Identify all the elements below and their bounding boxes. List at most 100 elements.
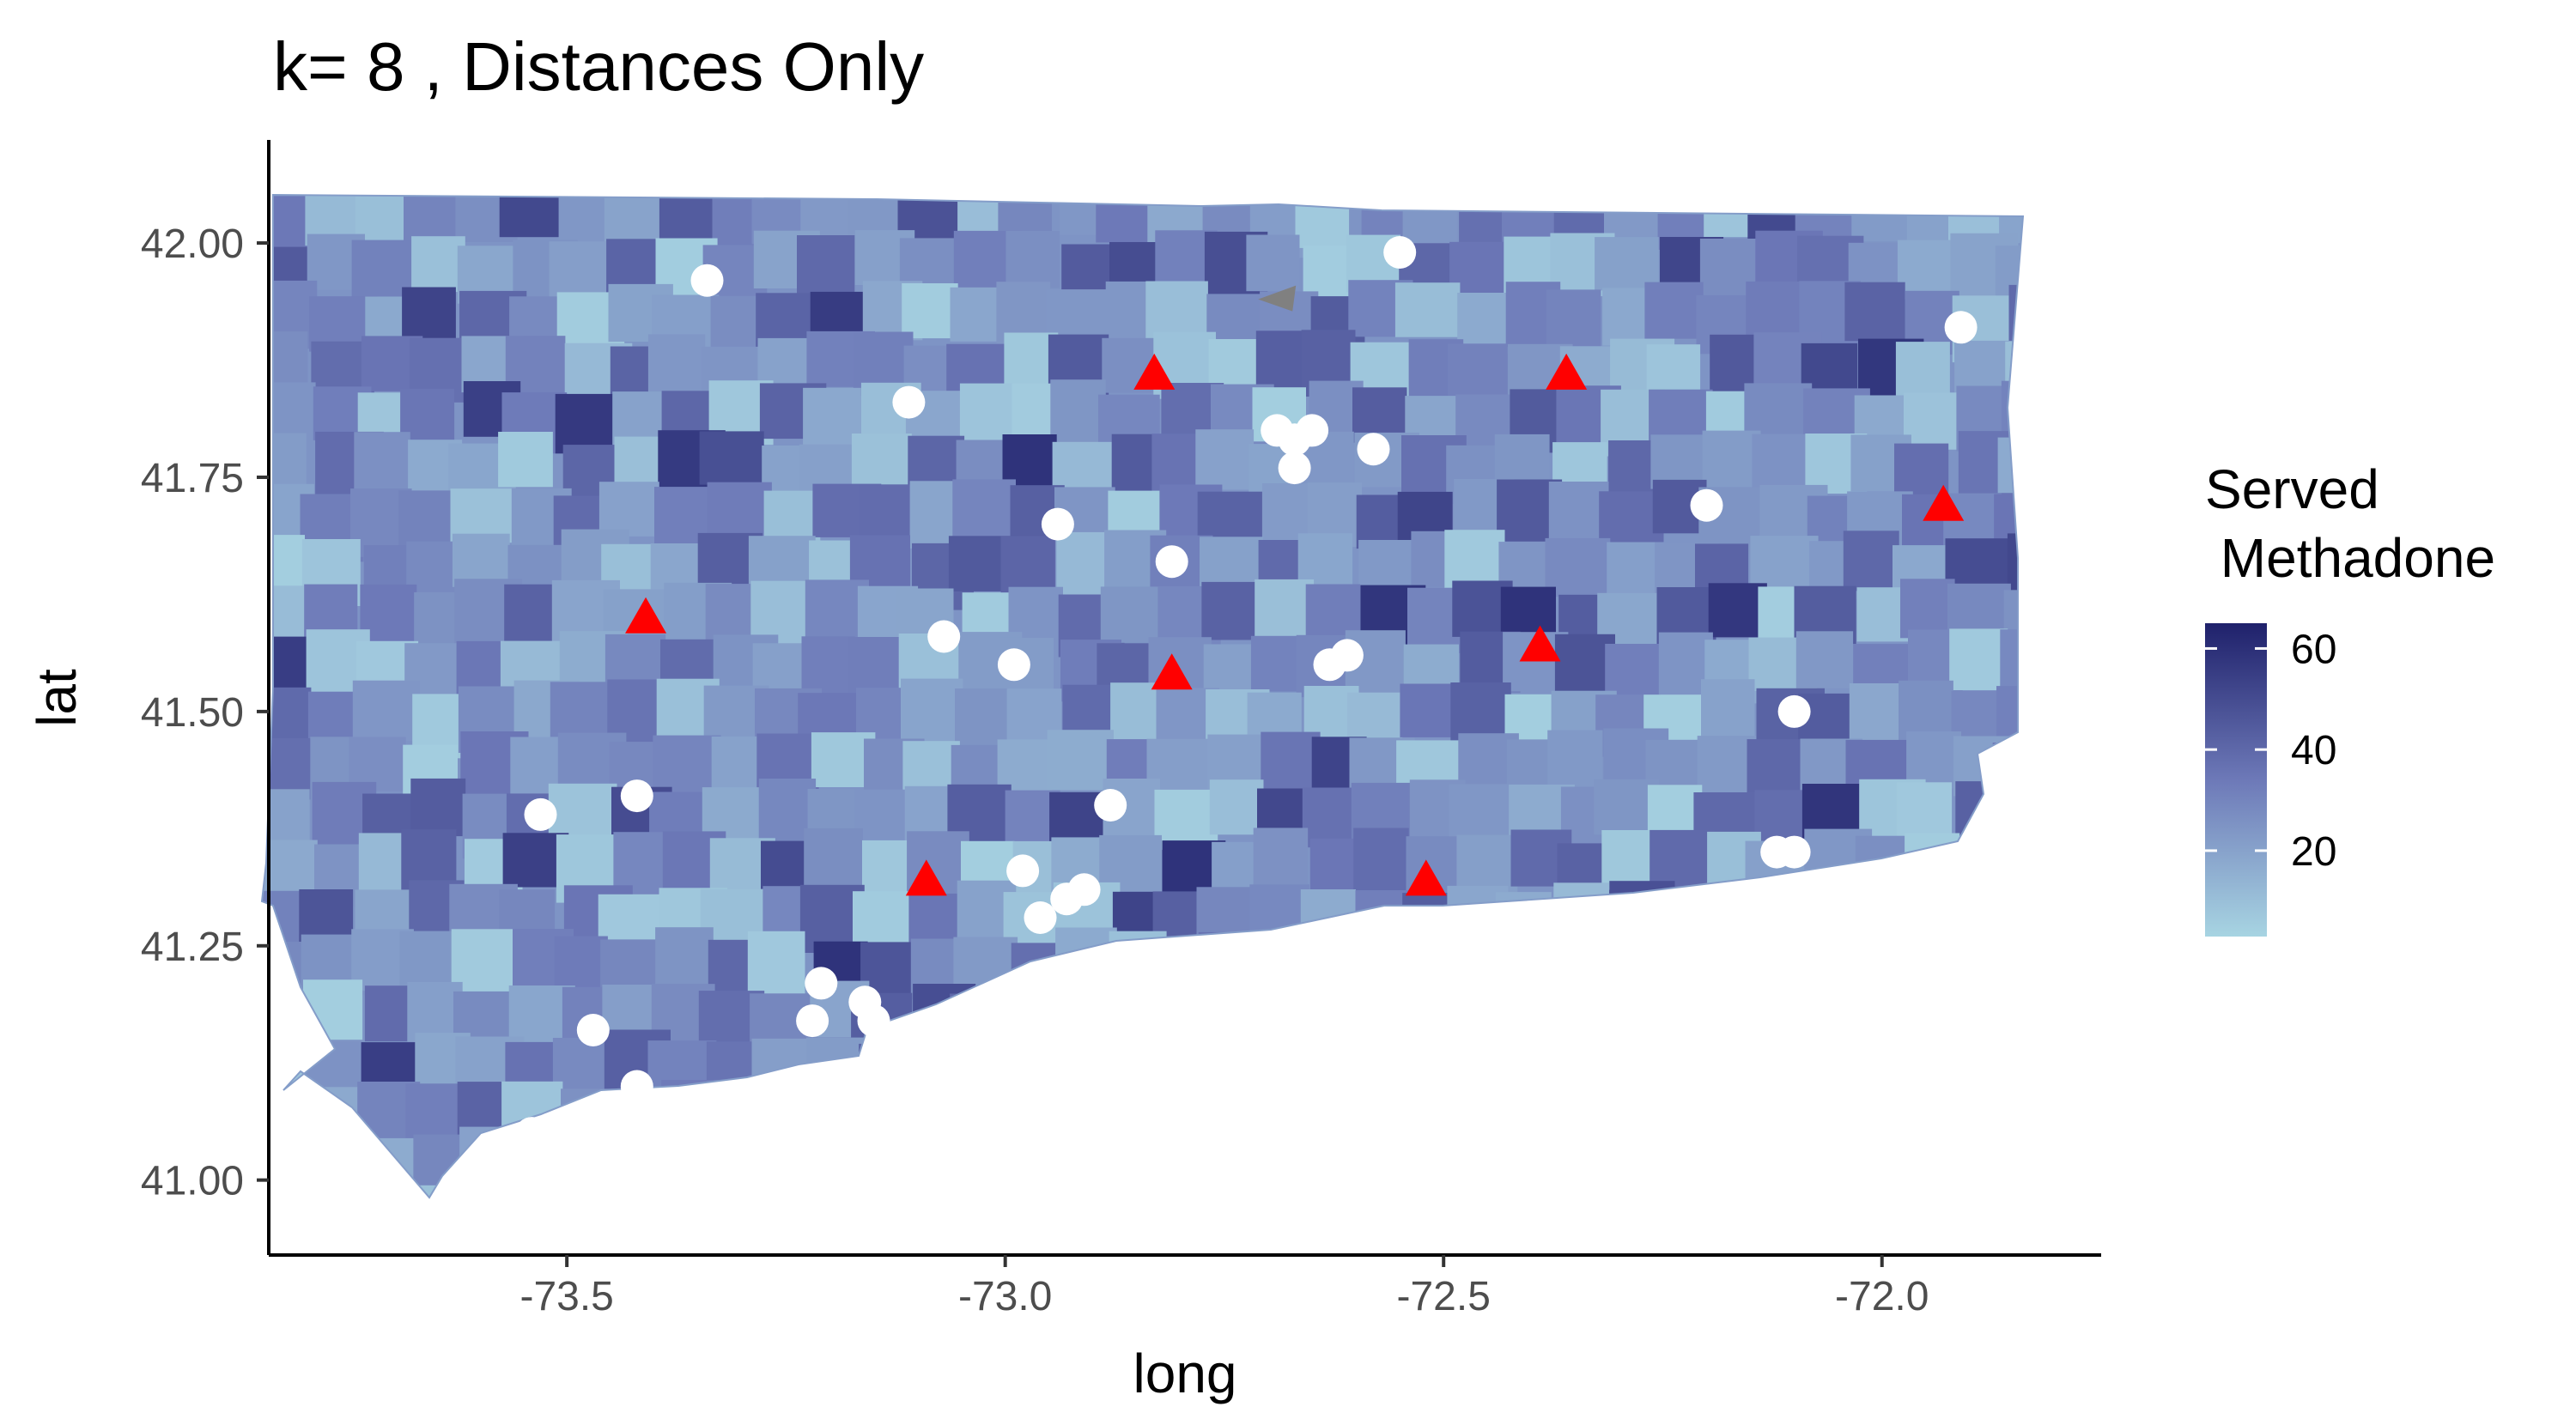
- town-region: [1097, 1083, 1156, 1143]
- town-region: [1548, 482, 1609, 547]
- town-region: [1149, 1077, 1213, 1134]
- legend-tick-label: 60: [2291, 627, 2336, 672]
- triangle-marker: [1923, 484, 1965, 521]
- town-region: [1302, 787, 1358, 848]
- town-region: [998, 1179, 1054, 1198]
- circle-marker: [997, 648, 1030, 682]
- town-region: [2008, 284, 2023, 343]
- town-region: [653, 735, 721, 797]
- town-region: [1995, 934, 2023, 993]
- town-region: [1157, 1128, 1222, 1189]
- circle-marker: [1006, 854, 1040, 888]
- town-region: [1552, 1131, 1619, 1197]
- town-region: [349, 1177, 408, 1198]
- town-region: [959, 1089, 1024, 1158]
- triangle-marker: [1133, 353, 1176, 390]
- town-region: [1609, 881, 1675, 945]
- town-region: [1055, 927, 1117, 985]
- town-region: [1546, 979, 1613, 1046]
- town-region: [1498, 937, 1564, 992]
- y-tick-label: 41.50: [141, 690, 244, 736]
- circle-marker: [1296, 414, 1329, 447]
- circle-marker: [805, 967, 838, 1000]
- town-region: [1453, 1038, 1515, 1104]
- town-region: [1160, 942, 1224, 1000]
- town-region: [1394, 988, 1456, 1053]
- town-region: [1705, 1080, 1771, 1137]
- circle-marker: [1041, 507, 1074, 541]
- town-region: [1897, 240, 1952, 300]
- town-region: [1801, 1179, 1865, 1198]
- town-region: [1151, 992, 1215, 1056]
- town-region: [1445, 987, 1507, 1048]
- town-region: [797, 235, 855, 303]
- town-region: [1459, 1191, 1522, 1198]
- town-region: [857, 1128, 919, 1185]
- circle-marker: [796, 1004, 829, 1038]
- town-region: [757, 1191, 821, 1198]
- town-region: [849, 1077, 911, 1145]
- town-region: [598, 482, 659, 537]
- town-region: [608, 1137, 665, 1198]
- town-region: [1795, 631, 1854, 688]
- town-region: [1646, 1179, 1708, 1198]
- town-region: [1154, 789, 1218, 850]
- circle-marker: [1278, 452, 1311, 485]
- town-region: [499, 195, 559, 238]
- town-region: [753, 1083, 811, 1144]
- town-region: [1295, 195, 1350, 248]
- circle-marker: [857, 1004, 890, 1038]
- town-region: [2000, 629, 2023, 693]
- town-region: [610, 1182, 677, 1198]
- legend-ticks: 20 40 60: [2205, 627, 2336, 875]
- town-region: [511, 1177, 568, 1198]
- town-region: [1743, 943, 1797, 1008]
- town-region: [1948, 1041, 2013, 1097]
- x-tick-label: -72.5: [1397, 1274, 1491, 1319]
- town-region: [1998, 877, 2023, 943]
- town-region: [1353, 828, 1409, 892]
- x-tick-label: -73.0: [958, 1274, 1052, 1319]
- town-region: [1797, 1088, 1856, 1155]
- town-region: [1057, 990, 1115, 1046]
- town-region: [561, 1088, 615, 1149]
- town-region: [1604, 1185, 1671, 1198]
- town-region: [763, 490, 821, 545]
- town-region: [1501, 1027, 1558, 1082]
- town-region: [353, 1137, 422, 1192]
- town-region: [1955, 781, 2014, 841]
- triangle-marker: [1151, 653, 1193, 690]
- town-region: [661, 1080, 720, 1146]
- town-region: [1952, 1131, 2007, 1185]
- town-region: [953, 937, 1018, 992]
- town-region: [1059, 1034, 1127, 1091]
- town-region: [1596, 1135, 1663, 1191]
- town-region: [1903, 935, 1959, 994]
- circle-marker: [515, 1117, 549, 1150]
- town-region: [262, 840, 318, 895]
- town-region: [459, 1126, 519, 1187]
- town-region: [1046, 1142, 1103, 1198]
- town-region: [1553, 882, 1609, 947]
- town-region: [1298, 991, 1355, 1053]
- town-region: [498, 432, 553, 488]
- town-region: [1749, 1077, 1804, 1141]
- town-region: [1359, 980, 1416, 1042]
- town-region: [952, 479, 1016, 541]
- town-region: [1505, 1135, 1568, 1198]
- town-region: [1147, 1179, 1212, 1198]
- town-region: [1200, 977, 1266, 1046]
- town-region: [1252, 1093, 1318, 1158]
- town-region: [2005, 341, 2023, 409]
- town-region: [1843, 531, 1899, 591]
- town-region: [1007, 1129, 1064, 1188]
- state-outline: [260, 193, 2025, 1199]
- town-region: [653, 1192, 708, 1198]
- town-region: [756, 1129, 824, 1189]
- town-region: [551, 1139, 605, 1198]
- town-region: [1261, 731, 1321, 791]
- town-region: [1255, 579, 1315, 641]
- town-region: [2002, 838, 2023, 894]
- town-region: [1400, 683, 1461, 737]
- legend-tick-label: 40: [2291, 728, 2336, 773]
